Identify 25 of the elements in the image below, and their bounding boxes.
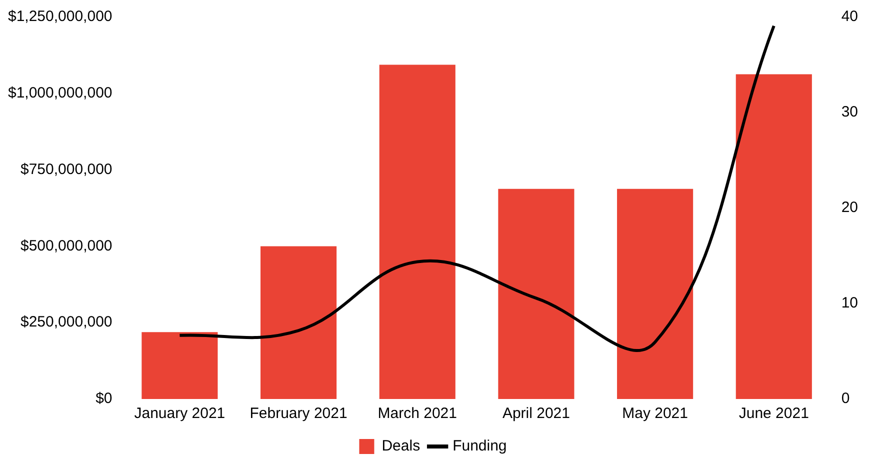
x-tick-label: March 2021: [378, 405, 457, 422]
x-tick-label: May 2021: [622, 405, 688, 422]
y-tick-label: $1,250,000,000: [8, 8, 112, 26]
bar: [260, 246, 337, 399]
x-tick-label: June 2021: [738, 405, 809, 422]
y2-tick-label: 30: [841, 104, 858, 121]
x-tick-label: February 2021: [250, 405, 348, 422]
bar: [736, 74, 812, 399]
x-tick-label: January 2021: [134, 405, 226, 422]
y2-tick-label: 20: [841, 199, 858, 216]
x-tick-label: April 2021: [502, 405, 570, 422]
y-tick-label: $750,000,000: [20, 160, 112, 178]
y-tick-label: $250,000,000: [20, 314, 112, 331]
y-tick-label: $0: [96, 390, 112, 408]
y2-tick-label: 40: [841, 8, 858, 26]
bar: [498, 188, 574, 399]
y2-tick-label: 0: [841, 390, 850, 408]
legend-label: Funding: [452, 438, 507, 455]
legend-label: Deals: [382, 438, 420, 455]
bar: [617, 188, 694, 399]
bar: [379, 64, 456, 399]
y2-tick-label: 10: [841, 294, 858, 312]
y-tick-label: $500,000,000: [20, 237, 112, 254]
y-tick-label: $1,000,000,000: [8, 84, 112, 102]
bar: [142, 332, 218, 399]
